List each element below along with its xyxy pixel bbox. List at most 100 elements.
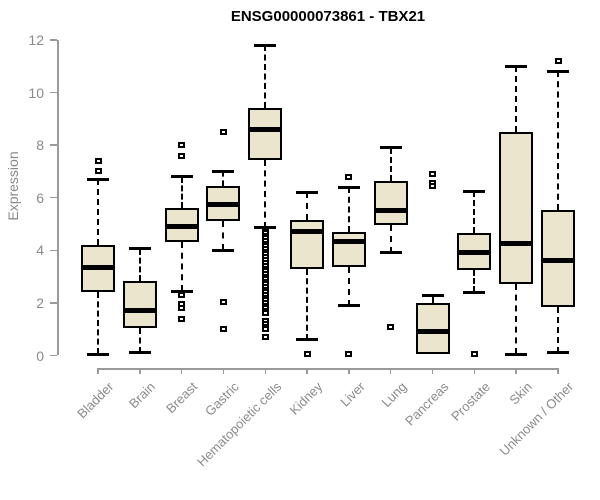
y-tick-10 [50, 91, 57, 94]
x-axis-label-liver: Liver [336, 379, 368, 410]
whisker-cap-lower-prostate [463, 290, 486, 294]
box-pancreas [415, 302, 450, 355]
x-tick-breast [180, 368, 183, 374]
outlier-kidney-0 [303, 351, 311, 358]
box-kidney [290, 220, 325, 269]
chart-title: ENSG00000073861 - TBX21 [230, 8, 426, 25]
median-breast [164, 224, 199, 230]
median-bladder [81, 264, 115, 270]
y-tick-2 [50, 302, 57, 304]
y-tick-6 [50, 196, 57, 199]
outlier-unknown-other-0 [554, 57, 562, 64]
whisker-lower-gastric [222, 221, 225, 251]
x-axis-label-lung: Lung [378, 379, 410, 411]
y-tick-0 [50, 354, 57, 357]
outlier-hematopoietic-cells-35 [261, 326, 269, 333]
whisker-lower-skin [515, 284, 518, 355]
whisker-upper-bladder [97, 179, 99, 246]
whisker-cap-lower-brain [128, 351, 151, 355]
y-tick-label-8: 8 [36, 137, 44, 154]
x-tick-hematopoietic-cells [264, 368, 267, 374]
y-tick-label-12: 12 [28, 31, 44, 48]
y-tick-8 [50, 144, 57, 146]
whisker-lower-breast [180, 242, 183, 292]
outlier-breast-4 [178, 305, 186, 312]
x-tick-liver [348, 368, 350, 374]
whisker-upper-gastric [222, 171, 225, 186]
x-axis-label-kidney: Kidney [287, 379, 326, 418]
x-axis-label-skin: Skin [506, 379, 535, 408]
whisker-upper-kidney [306, 192, 309, 221]
outlier-gastric-1 [219, 298, 227, 305]
median-prostate [457, 250, 492, 256]
whisker-lower-hematopoietic-cells [264, 159, 267, 228]
whisker-cap-upper-kidney [296, 190, 319, 194]
whisker-upper-lung [389, 147, 392, 181]
x-axis-label-unknown-other: Unknown / Other [497, 379, 577, 459]
whisker-cap-lower-lung [379, 251, 402, 255]
outlier-breast-1 [178, 152, 186, 159]
x-tick-prostate [473, 368, 476, 374]
box-skin [499, 131, 534, 285]
outlier-lung-0 [387, 323, 395, 330]
whisker-upper-hematopoietic-cells [264, 45, 267, 109]
whisker-cap-upper-pancreas [421, 293, 444, 297]
x-tick-brain [139, 368, 141, 374]
outlier-bladder-1 [94, 168, 102, 175]
whisker-cap-upper-lung [379, 146, 402, 150]
median-pancreas [415, 329, 450, 335]
whisker-cap-upper-gastric [212, 169, 235, 173]
whisker-cap-upper-brain [128, 247, 151, 251]
median-gastric [206, 201, 241, 207]
x-axis-label-brain: Brain [126, 379, 159, 412]
y-tick-12 [50, 39, 57, 41]
outlier-pancreas-2 [429, 182, 437, 189]
outlier-gastric-2 [219, 326, 227, 333]
whisker-cap-lower-liver [337, 304, 360, 308]
whisker-cap-upper-breast [170, 175, 193, 179]
outlier-hematopoietic-cells-36 [261, 334, 269, 341]
x-axis-label-bladder: Bladder [74, 379, 117, 422]
y-tick-label-2: 2 [36, 294, 44, 311]
y-tick-4 [50, 249, 57, 252]
whisker-upper-pancreas [431, 295, 434, 303]
whisker-cap-lower-breast [170, 289, 193, 293]
x-tick-kidney [306, 368, 308, 374]
whisker-cap-upper-skin [505, 64, 528, 68]
x-axis-label-pancreas: Pancreas [401, 379, 452, 429]
whisker-upper-prostate [473, 191, 476, 234]
whisker-cap-lower-kidney [296, 338, 319, 342]
median-hematopoietic-cells [248, 126, 283, 132]
whisker-upper-unknown-other [557, 71, 560, 210]
whisker-lower-kidney [306, 268, 309, 340]
box-liver [331, 231, 366, 268]
x-tick-unknown-other [557, 368, 559, 374]
outlier-prostate-0 [470, 351, 478, 358]
y-tick-label-4: 4 [36, 242, 44, 259]
y-tick-label-10: 10 [28, 84, 44, 101]
whisker-upper-liver [347, 187, 350, 232]
y-axis-line [57, 39, 59, 356]
outlier-pancreas-0 [429, 171, 437, 178]
whisker-lower-unknown-other [557, 306, 560, 353]
box-brain [122, 280, 157, 328]
outlier-liver-0 [345, 173, 353, 180]
whisker-upper-brain [138, 248, 141, 281]
x-axis-label-breast: Breast [163, 379, 201, 417]
outlier-breast-2 [178, 292, 186, 298]
outlier-breast-5 [178, 315, 186, 322]
median-lung [373, 208, 408, 214]
whisker-upper-skin [515, 66, 518, 132]
whisker-cap-upper-bladder [87, 177, 109, 181]
x-tick-bladder [97, 368, 99, 374]
box-lung [373, 180, 408, 226]
x-axis-label-gastric: Gastric [202, 379, 243, 419]
whisker-lower-liver [347, 267, 350, 306]
whisker-cap-lower-gastric [212, 248, 235, 252]
median-unknown-other [541, 258, 576, 264]
whisker-lower-brain [138, 327, 141, 353]
box-hematopoietic-cells [248, 108, 283, 160]
whisker-lower-prostate [473, 270, 476, 293]
